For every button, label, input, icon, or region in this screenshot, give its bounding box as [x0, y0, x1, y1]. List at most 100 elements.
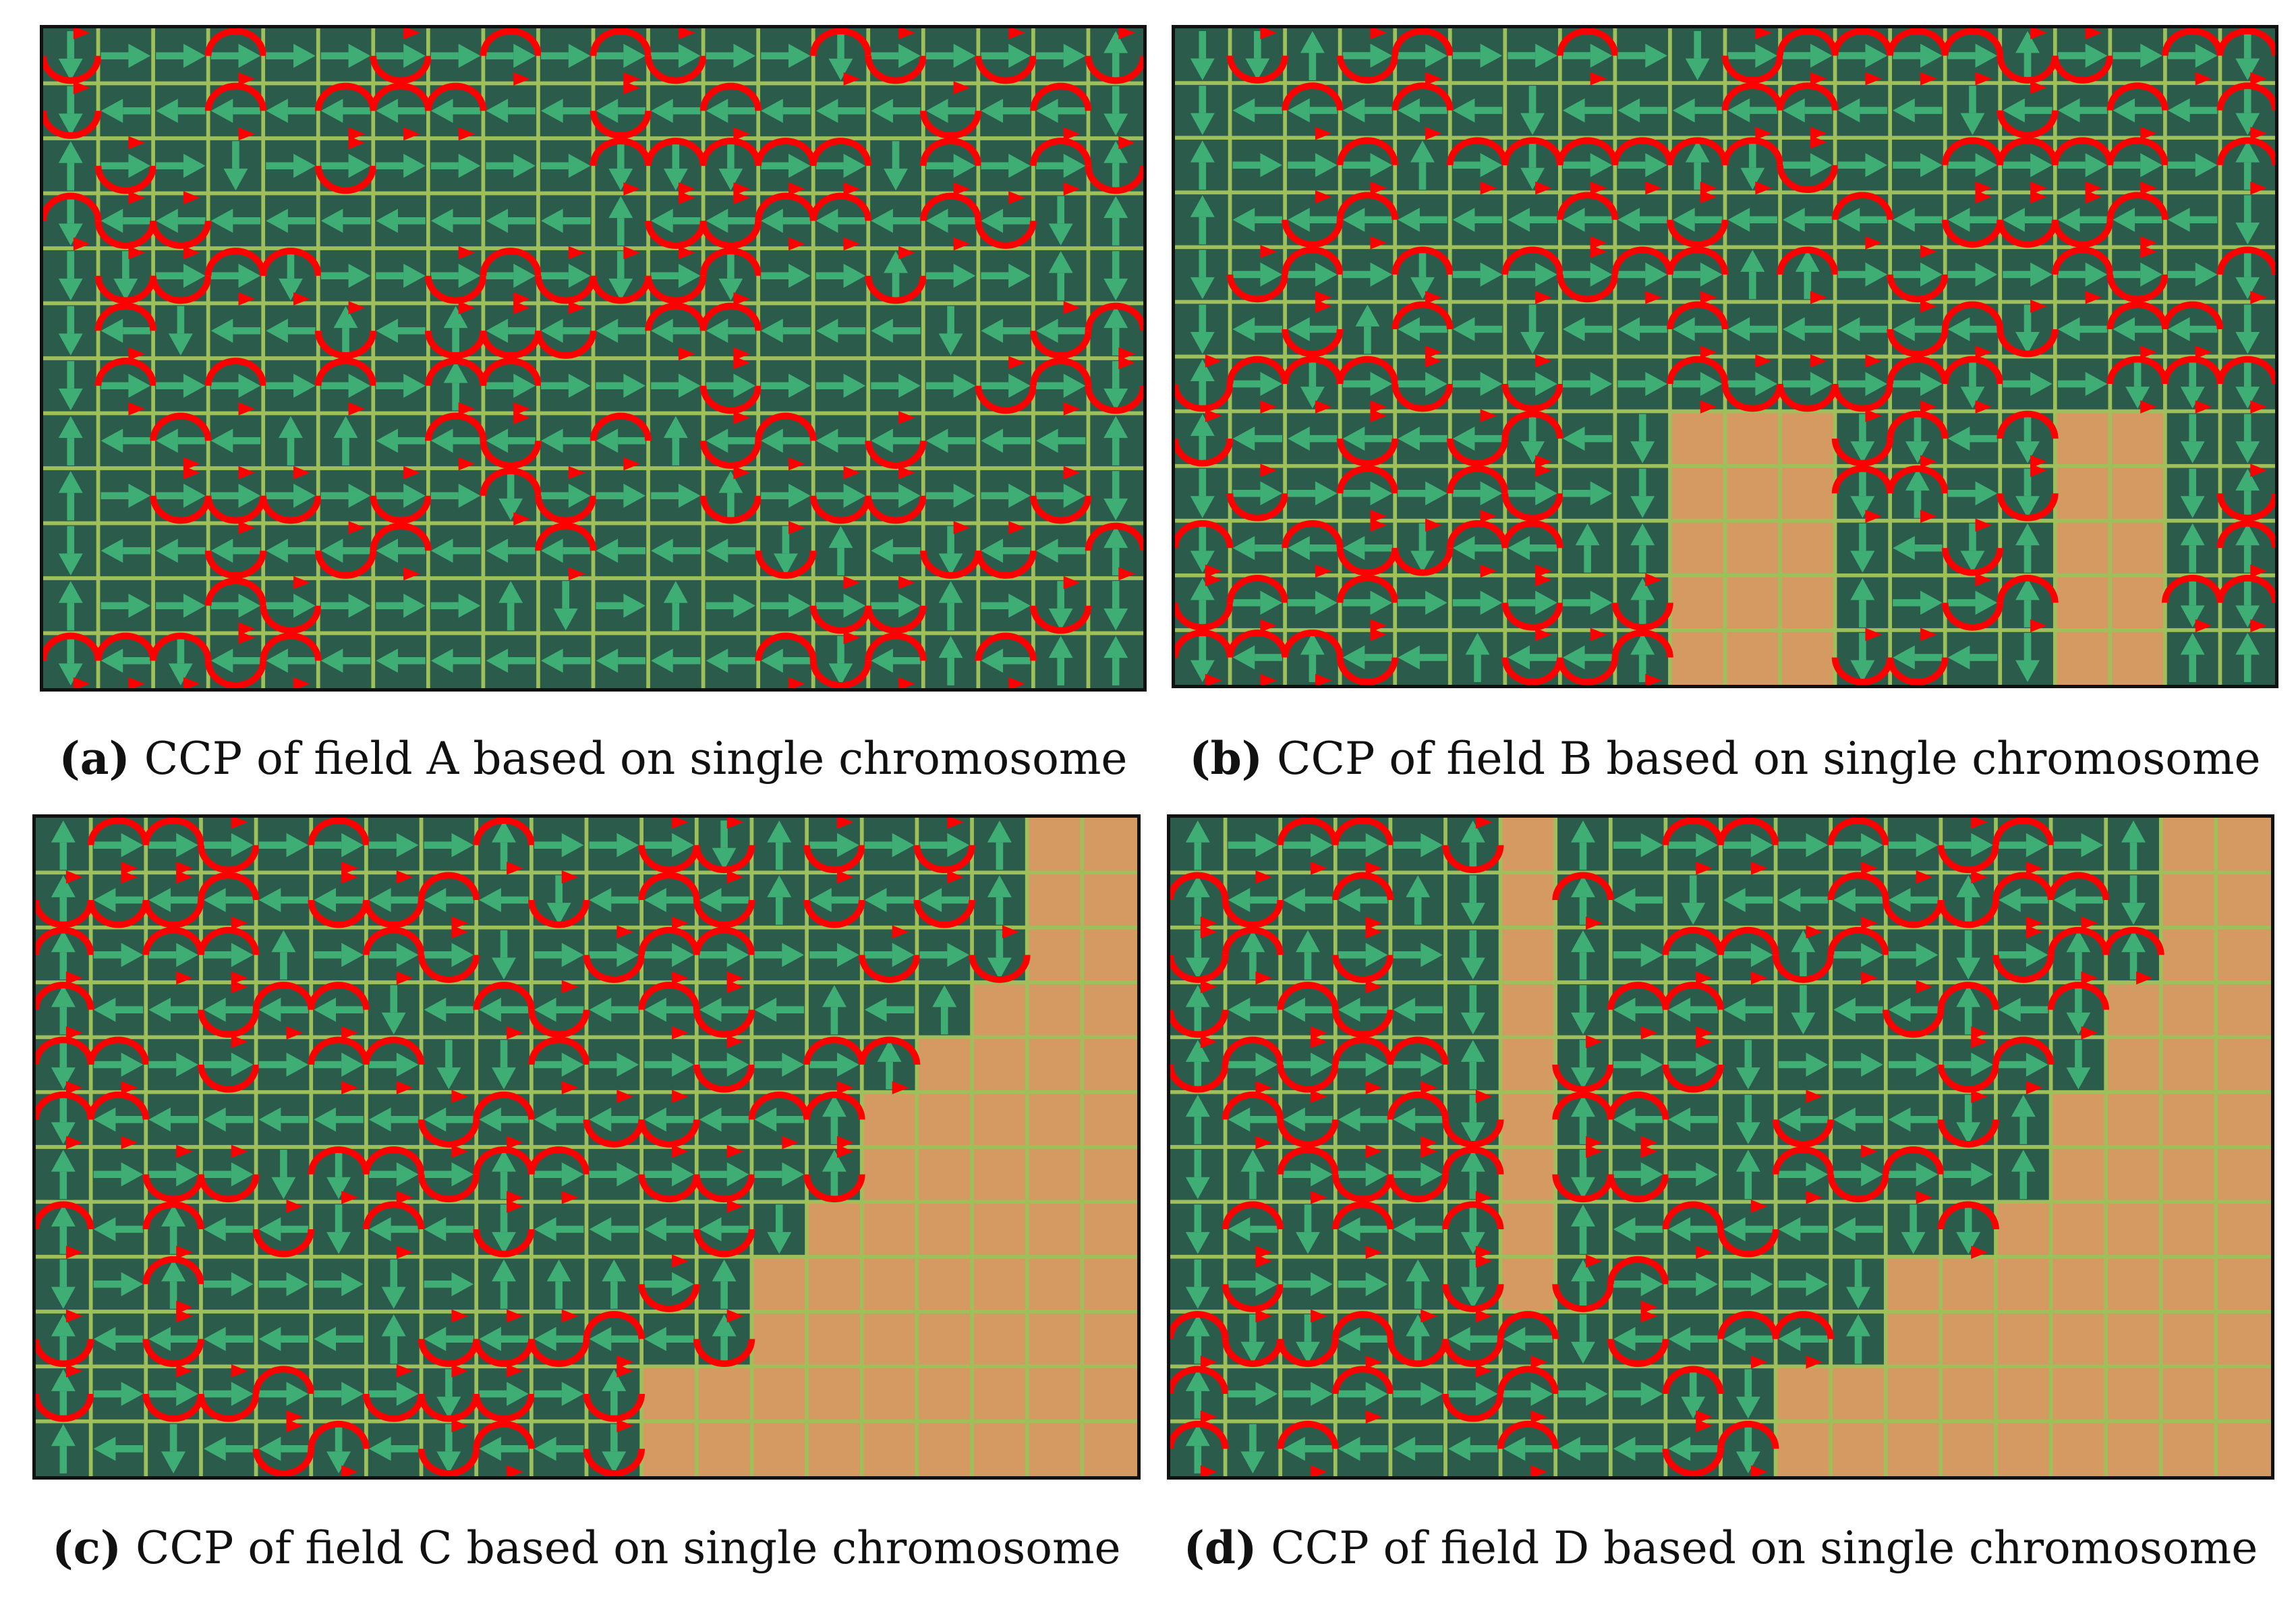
turn-arrow-head	[65, 1245, 83, 1259]
turn-arrow-head	[1750, 971, 1768, 985]
turn-arrow-head	[1971, 870, 1988, 884]
straight-move-arrow-icon	[258, 1436, 309, 1461]
turn-arc	[527, 1339, 590, 1368]
turn-arrow-head	[843, 182, 861, 196]
straight-move-arrow-icon	[279, 416, 303, 466]
arrow-head	[1727, 207, 1750, 232]
straight-move-arrow-icon	[498, 471, 523, 521]
bare-land-cell	[2216, 1256, 2271, 1312]
arrow-head	[396, 1162, 419, 1187]
turn-arrow-head	[458, 246, 476, 260]
straight-move-arrow-icon	[381, 985, 406, 1035]
straight-move-arrow-icon	[101, 593, 151, 618]
turn-arrow-head	[451, 925, 468, 938]
turn-move-arrow-icon	[590, 412, 652, 471]
turn-arrow-head	[73, 81, 90, 94]
turn-move-arrow-icon	[308, 870, 370, 928]
bare-land-cell	[1027, 1256, 1083, 1312]
arrow-head	[981, 648, 1004, 673]
turn-arrow-head	[1971, 1026, 1988, 1040]
straight-move-arrow-icon	[2003, 372, 2053, 396]
arrow-head	[761, 428, 783, 453]
straight-move-arrow-icon	[663, 416, 688, 466]
arrow-head	[871, 428, 893, 453]
turn-arc	[363, 899, 425, 928]
turn-move-arrow-icon	[480, 28, 542, 86]
turn-arrow-head	[1420, 1144, 1437, 1158]
bare-land-cell	[972, 1421, 1028, 1476]
arrow-head	[623, 43, 645, 68]
turn-move-arrow-icon	[1552, 1254, 1614, 1312]
turn-arrow-head	[121, 870, 138, 884]
turn-arc	[363, 1036, 425, 1065]
bare-land-cell	[1831, 1421, 1887, 1476]
turn-arrow-head	[1370, 236, 1387, 250]
straight-move-arrow-icon	[1960, 359, 1985, 409]
turn-arrow-head	[348, 136, 366, 150]
arrow-head	[1452, 317, 1475, 341]
arrow-head	[293, 593, 316, 618]
straight-move-arrow-icon	[1240, 1314, 1265, 1364]
straight-move-arrow-icon	[1723, 997, 1773, 1022]
turn-arrow-head	[2140, 400, 2157, 414]
arrow-head	[1861, 943, 1883, 967]
turn-arc	[583, 1311, 645, 1339]
bare-land-cell	[2160, 1092, 2217, 1148]
arrow-head	[1850, 660, 1875, 682]
straight-move-arrow-icon	[877, 1040, 902, 1090]
straight-move-arrow-icon	[1393, 1107, 1443, 1132]
arrow-head	[2081, 833, 2104, 858]
turn-arrow-head	[733, 466, 750, 480]
turn-arrow-head	[73, 28, 90, 40]
arrow-head	[2030, 262, 2053, 287]
straight-move-arrow-icon	[1893, 98, 1943, 123]
turn-move-arrow-icon	[1662, 1201, 1724, 1259]
straight-move-arrow-icon	[1503, 1436, 1553, 1461]
arrow-head	[1425, 43, 1447, 68]
arrow-head	[51, 1287, 76, 1309]
arrow-head	[376, 428, 398, 453]
turn-arrow-head	[1640, 1135, 1658, 1150]
straight-move-arrow-icon	[1465, 632, 1490, 682]
turn-arrow-head	[1865, 409, 1882, 422]
turn-arc	[590, 275, 652, 304]
turn-arc	[1336, 137, 1399, 165]
arrow-head	[204, 1217, 226, 1241]
turn-move-arrow-icon	[1992, 818, 2055, 875]
turn-arrow-head	[561, 1191, 579, 1204]
arrow-head	[568, 153, 591, 178]
arrow-head	[953, 263, 976, 288]
arrow-head	[602, 1369, 627, 1391]
turn-arrow-head	[128, 191, 145, 204]
turn-arrow-head	[1063, 182, 1081, 196]
straight-move-arrow-icon	[1398, 372, 1447, 396]
turn-move-arrow-icon	[1662, 926, 1724, 985]
turn-arc	[142, 1256, 204, 1285]
turn-arc	[693, 1174, 755, 1203]
turn-arc	[2106, 356, 2169, 385]
turn-move-arrow-icon	[1085, 302, 1143, 361]
turn-arrow-head	[726, 1309, 744, 1323]
straight-move-arrow-icon	[266, 153, 316, 178]
arrow-head	[1283, 1436, 1305, 1461]
field-c-coverage-path	[36, 818, 1137, 1476]
turn-arrow-head	[1590, 72, 1607, 86]
straight-move-arrow-icon	[314, 1272, 364, 1297]
straight-move-arrow-icon	[828, 31, 853, 81]
turn-arc	[198, 872, 260, 901]
arrow-head	[616, 1053, 639, 1077]
turn-move-arrow-icon	[1442, 1201, 1504, 1259]
turn-move-arrow-icon	[583, 1419, 645, 1476]
straight-move-arrow-icon	[651, 208, 701, 233]
straight-move-arrow-icon	[1562, 317, 1613, 341]
arrow-head	[381, 1314, 406, 1337]
turn-arrow-head	[1255, 1081, 1272, 1094]
straight-move-arrow-icon	[1288, 152, 1338, 177]
arrow-head	[320, 538, 343, 563]
turn-move-arrow-icon	[94, 358, 156, 416]
turn-arrow-head	[1755, 126, 1772, 140]
turn-move-arrow-icon	[2051, 190, 2114, 248]
arrow-head	[51, 1314, 76, 1337]
bare-land-cell	[641, 1366, 697, 1422]
turn-move-arrow-icon	[1777, 82, 1839, 140]
